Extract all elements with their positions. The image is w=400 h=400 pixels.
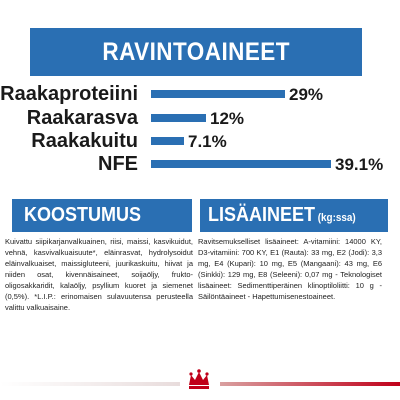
nutrient-bar-nfe: [151, 160, 331, 168]
nutrient-value-fiber: 7.1%: [188, 132, 227, 151]
nutrient-label-fat: Raakarasva: [26, 107, 138, 129]
footer-line-left: [0, 382, 180, 386]
nutrient-bar-fiber: [151, 137, 184, 145]
additives-text: Ravitsemukselliset lisäaineet: A-vitamii…: [198, 237, 382, 301]
nutrient-bar-protein: [151, 90, 285, 98]
additives-banner: LISÄAINEET (kg:ssa): [200, 199, 388, 232]
nutrient-value-fat: 12%: [210, 109, 245, 128]
nutrients-title: RAVINTOAINEET: [102, 37, 290, 66]
additives-unit: (kg:ssa): [317, 212, 356, 224]
nutrient-label-nfe: NFE: [98, 153, 138, 175]
nutrient-value-nfe: 39.1%: [335, 155, 384, 174]
composition-title: KOOSTUMUS: [24, 204, 141, 226]
nutrients-title-banner: RAVINTOAINEET: [30, 28, 362, 76]
nutrient-label-protein: Raakaproteiini: [0, 83, 138, 105]
nutrient-bar-fat: [151, 114, 206, 122]
nutrient-label-fiber: Raakakuitu: [31, 130, 138, 152]
additives-title: LISÄAINEET: [208, 204, 316, 226]
composition-text: Kuivattu siipikarjanvalkuainen, riisi, m…: [5, 237, 193, 312]
footer-line-right: [220, 382, 400, 386]
crown-icon: [189, 369, 209, 389]
composition-banner: KOOSTUMUS: [12, 199, 192, 232]
nutrient-value-protein: 29%: [289, 85, 324, 104]
